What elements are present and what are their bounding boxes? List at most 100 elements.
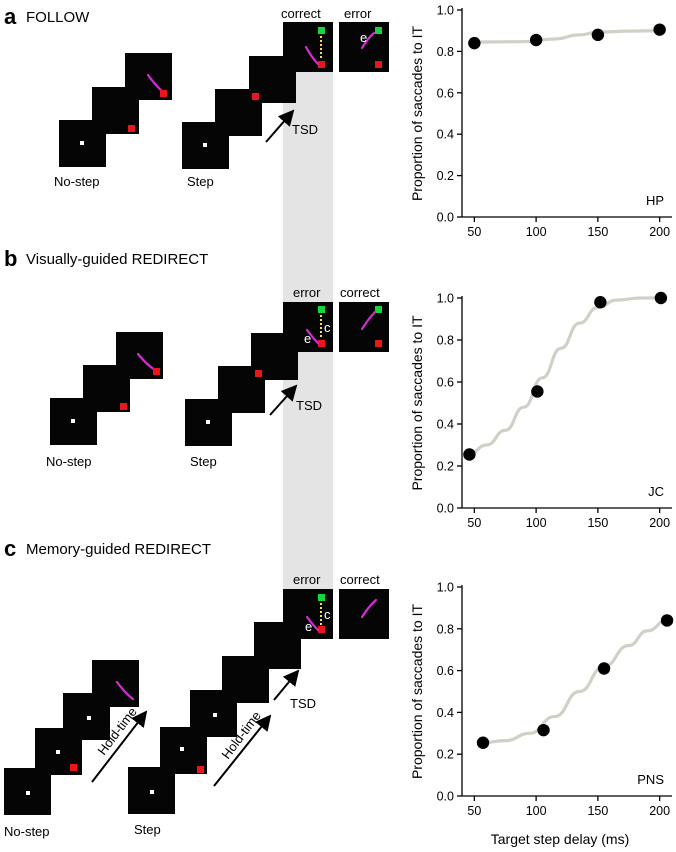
data-point	[660, 614, 674, 627]
target-red	[197, 766, 204, 773]
y-tick-label: 1.0	[437, 4, 454, 18]
fixation-point	[56, 750, 60, 754]
data-point	[531, 385, 544, 398]
subject-label: JC	[648, 484, 664, 499]
subject-label: HP	[646, 193, 664, 208]
tsd-label: TSD	[292, 122, 318, 137]
y-tick-label: 1.0	[437, 292, 454, 306]
y-tick-label: 0.2	[437, 460, 454, 474]
nostep-label: No-step	[4, 824, 50, 839]
fixation-point	[213, 713, 217, 717]
fixation-point	[26, 791, 30, 795]
fixation-point	[80, 141, 84, 145]
data-point	[597, 662, 611, 675]
outcome-error-screen: e	[339, 22, 389, 72]
panel-title: Memory-guided REDIRECT	[26, 541, 211, 558]
y-tick-label: 0.0	[437, 502, 454, 516]
data-point	[468, 36, 481, 50]
x-tick-label: 200	[649, 804, 670, 818]
fixation-point	[71, 419, 75, 423]
x-tick-label: 200	[649, 516, 670, 530]
y-tick-label: 0.0	[437, 790, 454, 804]
y-tick-label: 0.2	[437, 169, 454, 183]
target-green	[375, 306, 382, 313]
tsd-arrow	[265, 109, 295, 143]
tsd-label: TSD	[296, 398, 322, 413]
outcome-correct-screen	[339, 589, 389, 639]
step-label: Step	[134, 822, 161, 837]
chart-b: 0.0 0.2 0.4 0.6 0.8 1.0 50 100 150 200 Proportion …	[409, 292, 672, 530]
target-red	[128, 125, 135, 132]
nostep-label: No-step	[54, 174, 100, 189]
target-red	[318, 626, 325, 633]
trace-letter-c: c	[324, 607, 331, 622]
outcome-label-left: error	[293, 285, 321, 300]
target-red	[255, 370, 262, 377]
x-axis-title: Target step delay (ms)	[491, 831, 630, 847]
x-tick-label: 100	[526, 516, 547, 530]
x-tick-label: 50	[467, 516, 481, 530]
target-red	[120, 403, 127, 410]
nostep-label: No-step	[46, 454, 92, 469]
y-tick-label: 0.8	[437, 45, 454, 59]
step-screens	[128, 622, 301, 814]
trace-letter-c: c	[324, 320, 331, 335]
fit-curve	[481, 618, 669, 745]
saccade-trace	[360, 31, 376, 50]
target-red	[70, 764, 77, 771]
fixation-point	[180, 747, 184, 751]
y-tick-label: 0.4	[437, 128, 454, 142]
y-tick-label: 0.2	[437, 748, 454, 762]
target-green	[318, 27, 325, 34]
target-red	[375, 61, 382, 68]
outcome-error-screen: e c	[283, 302, 333, 352]
fixation-point	[203, 143, 207, 147]
fixation-point	[150, 790, 154, 794]
fit-curve	[467, 296, 662, 455]
data-point	[594, 296, 607, 309]
outcome-label-right: error	[344, 6, 372, 21]
x-tick-label: 100	[526, 804, 547, 818]
saccade-trace	[305, 328, 320, 345]
outcome-correct-screen	[339, 302, 389, 352]
x-tick-label: 100	[526, 225, 547, 239]
panel-a: a FOLLOW No-step Step TSD correct error	[4, 4, 389, 189]
data-point	[653, 23, 666, 36]
panel-title: Visually-guided REDIRECT	[26, 251, 208, 268]
target-green	[318, 594, 325, 601]
target-red	[153, 368, 160, 375]
x-tick-label: 150	[587, 225, 608, 239]
y-tick-label: 0.8	[437, 334, 454, 348]
saccade-trace	[360, 598, 378, 619]
target-green	[318, 306, 325, 313]
nostep-screens	[59, 53, 172, 167]
data-point	[476, 736, 490, 749]
y-tick-label: 0.4	[437, 418, 454, 432]
y-tick-label: 0.6	[437, 376, 454, 390]
x-tick-label: 50	[467, 225, 481, 239]
fixation-point	[87, 716, 91, 720]
nostep-screens	[50, 332, 163, 445]
target-red	[160, 90, 167, 97]
data-point	[591, 28, 605, 42]
data-point	[529, 33, 543, 47]
step-screens	[185, 333, 298, 446]
y-tick-label: 1.0	[437, 581, 454, 595]
step-label: Step	[187, 174, 214, 189]
y-axis-title: Proportion of saccades to IT	[409, 315, 425, 491]
saccade-trace	[115, 680, 135, 701]
panel-b: b Visually-guided REDIRECT No-step Step …	[4, 246, 389, 469]
chart-a: 0.0 0.2 0.4 0.6 0.8 1.0 50 100 150 200 Proportion …	[409, 4, 672, 239]
x-tick-label: 150	[587, 516, 608, 530]
chart-c: 0.0 0.2 0.4 0.6 0.8 1.0 50 100 150 200 Proportion …	[409, 581, 674, 818]
x-tick-label: 200	[649, 225, 670, 239]
outcome-label-left: correct	[281, 6, 321, 21]
subject-label: PNS	[637, 772, 664, 787]
step-label: Step	[190, 454, 217, 469]
saccade-trace	[360, 310, 377, 331]
target-green	[375, 27, 382, 34]
hold-time-arrow	[213, 714, 272, 787]
x-tick-label: 150	[587, 804, 608, 818]
panel-title: FOLLOW	[26, 9, 90, 26]
